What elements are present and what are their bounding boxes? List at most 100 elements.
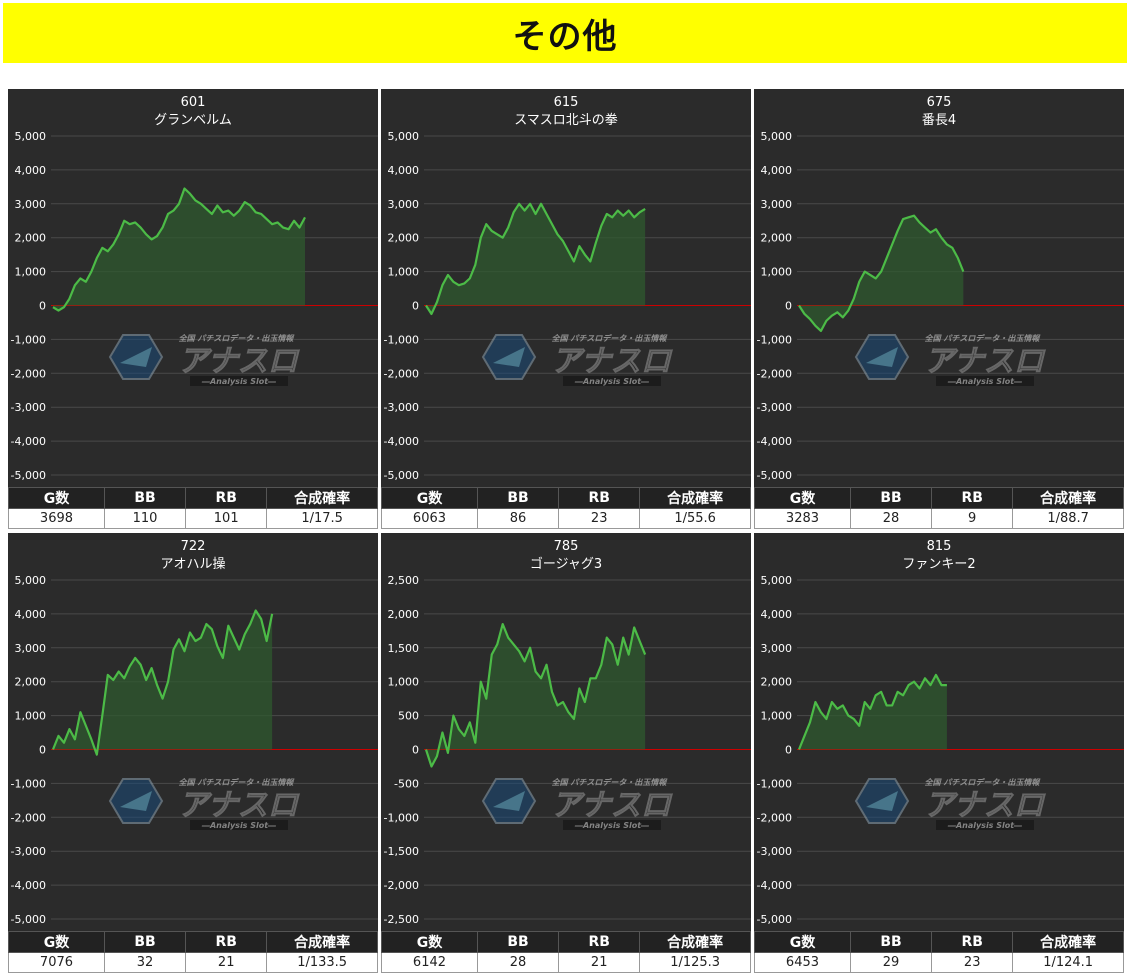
stat-bb-value: 32 [103, 952, 187, 973]
stats-table: G数 BB RB 合成確率 3283 28 9 1/88.7 [754, 487, 1124, 529]
stat-header-bb: BB [476, 487, 560, 509]
stat-games-value: 6063 [381, 508, 478, 529]
chart-panel-722: 722 アオハル操 5,000 4,000 3,000 2,000 1,000 0 -1,000… [8, 533, 378, 973]
y-tick-label: -3,000 [384, 401, 419, 414]
stats-table: G数 BB RB 合成確率 6063 86 23 1/55.6 [381, 487, 751, 529]
svg-text:―Analysis Slot―: ―Analysis Slot― [947, 377, 1022, 386]
y-tick-label: -4,000 [757, 435, 792, 448]
y-tick-label: 500 [398, 710, 419, 723]
svg-text:―Analysis Slot―: ―Analysis Slot― [201, 821, 276, 830]
y-tick-label: 1,000 [388, 676, 420, 689]
y-tick-label: -2,500 [384, 913, 419, 926]
stat-header-prob: 合成確率 [1012, 487, 1124, 509]
svg-text:アナスロ: アナスロ [551, 788, 672, 823]
chart-machine-name: スマスロ北斗の拳 [514, 112, 618, 128]
chart-svg: 815 ファンキー2 5,000 4,000 3,000 2,000 1,000 0 -1,00… [757, 539, 1124, 926]
stat-prob-value: 1/125.3 [639, 952, 751, 973]
series-area [53, 188, 305, 311]
chart-panel-615: 615 スマスロ北斗の拳 5,000 4,000 3,000 2,000 1,000 0 -1,… [381, 89, 751, 529]
stat-header-prob: 合成確率 [1012, 931, 1124, 953]
y-tick-label: -1,000 [384, 333, 419, 346]
stat-header-rb: RB [185, 487, 268, 509]
y-tick-label: 3,000 [15, 642, 47, 655]
chart-machine-name: グランベルム [154, 113, 232, 128]
chart-panel-815: 815 ファンキー2 5,000 4,000 3,000 2,000 1,000 0 -1,00… [754, 533, 1124, 973]
page-title: その他 [512, 16, 618, 57]
svg-text:全国 パチスロデータ・出玉情報: 全国 パチスロデータ・出玉情報 [552, 777, 669, 787]
y-tick-label: 1,000 [15, 710, 47, 723]
stat-header-games: G数 [8, 931, 105, 953]
y-tick-label: -2,000 [384, 367, 419, 380]
chart-svg: 785 ゴージャグ3 2,500 2,000 1,500 1,000 500 0 -500 -1,… [384, 539, 751, 926]
y-tick-label: 1,500 [388, 642, 420, 655]
stat-header-games: G数 [8, 487, 105, 509]
y-tick-label: 3,000 [761, 198, 793, 211]
y-tick-label: 2,000 [761, 676, 793, 689]
svg-text:全国 パチスロデータ・出玉情報: 全国 パチスロデータ・出玉情報 [925, 333, 1042, 343]
y-tick-label: 4,000 [388, 164, 420, 177]
stat-games-value: 6453 [754, 952, 851, 973]
stat-rb-value: 101 [185, 508, 268, 529]
y-tick-label: 1,000 [388, 266, 420, 279]
series-line [797, 673, 947, 750]
stat-bb-value: 28 [476, 952, 560, 973]
y-tick-label: 5,000 [15, 130, 47, 143]
stat-header-games: G数 [754, 931, 851, 953]
svg-text:全国 パチスロデータ・出玉情報: 全国 パチスロデータ・出玉情報 [179, 333, 296, 343]
stat-header-bb: BB [849, 487, 933, 509]
svg-text:アナスロ: アナスロ [551, 344, 672, 379]
y-tick-label: 3,000 [388, 198, 420, 211]
y-tick-label: 4,000 [761, 608, 793, 621]
y-tick-label: -1,000 [757, 333, 792, 346]
y-tick-label: -2,000 [757, 811, 792, 824]
y-tick-label: -4,000 [11, 435, 46, 448]
y-tick-label: -3,000 [11, 845, 46, 858]
y-tick-label: -5,000 [757, 913, 792, 926]
y-tick-label: -5,000 [757, 469, 792, 482]
chart-grid: 601 グランベルム 5,000 4,000 3,000 2,000 1,000 0 -1,00… [8, 89, 1126, 974]
series-line [798, 214, 965, 333]
y-tick-label: 0 [39, 744, 46, 757]
y-tick-label: -1,000 [11, 333, 46, 346]
y-tick-label: 5,000 [761, 130, 793, 143]
series-line [425, 202, 646, 316]
y-tick-label: 1,000 [761, 710, 793, 723]
y-tick-label: 0 [39, 300, 46, 313]
y-tick-label: 1,000 [761, 266, 793, 279]
svg-text:アナスロ: アナスロ [924, 344, 1045, 379]
y-tick-label: 4,000 [761, 164, 793, 177]
y-tick-label: 3,000 [15, 198, 47, 211]
stat-prob-value: 1/55.6 [639, 508, 751, 529]
chart-panel-675: 675 番長4 5,000 4,000 3,000 2,000 1,000 0 -1,000 -2… [754, 89, 1124, 529]
stat-rb-value: 21 [558, 952, 641, 973]
y-tick-label: 1,000 [15, 266, 47, 279]
y-tick-label: 0 [785, 744, 792, 757]
chart-machine-name: ファンキー2 [902, 557, 975, 572]
y-tick-label: -1,500 [384, 845, 419, 858]
chart-svg: 722 アオハル操 5,000 4,000 3,000 2,000 1,000 0 -1,000… [11, 539, 378, 926]
y-tick-label: 5,000 [761, 574, 793, 587]
svg-text:全国 パチスロデータ・出玉情報: 全国 パチスロデータ・出玉情報 [552, 333, 669, 343]
y-tick-label: 4,000 [15, 164, 47, 177]
y-tick-label: 0 [412, 300, 419, 313]
svg-text:全国 パチスロデータ・出玉情報: 全国 パチスロデータ・出玉情報 [179, 777, 296, 787]
stat-rb-value: 21 [185, 952, 268, 973]
chart-svg: 675 番長4 5,000 4,000 3,000 2,000 1,000 0 -1,000 -2… [757, 95, 1124, 482]
stat-games-value: 3698 [8, 508, 105, 529]
stat-header-prob: 合成確率 [639, 931, 751, 953]
y-tick-label: -5,000 [384, 469, 419, 482]
y-tick-label: -2,000 [11, 811, 46, 824]
y-tick-label: -1,000 [757, 777, 792, 790]
y-tick-label: -5,000 [11, 913, 46, 926]
stat-header-bb: BB [103, 487, 187, 509]
stat-header-rb: RB [558, 487, 641, 509]
stat-games-value: 6142 [381, 952, 478, 973]
y-tick-label: 2,500 [388, 574, 420, 587]
stats-table: G数 BB RB 合成確率 6453 29 23 1/124.1 [754, 931, 1124, 973]
stat-header-prob: 合成確率 [266, 931, 378, 953]
